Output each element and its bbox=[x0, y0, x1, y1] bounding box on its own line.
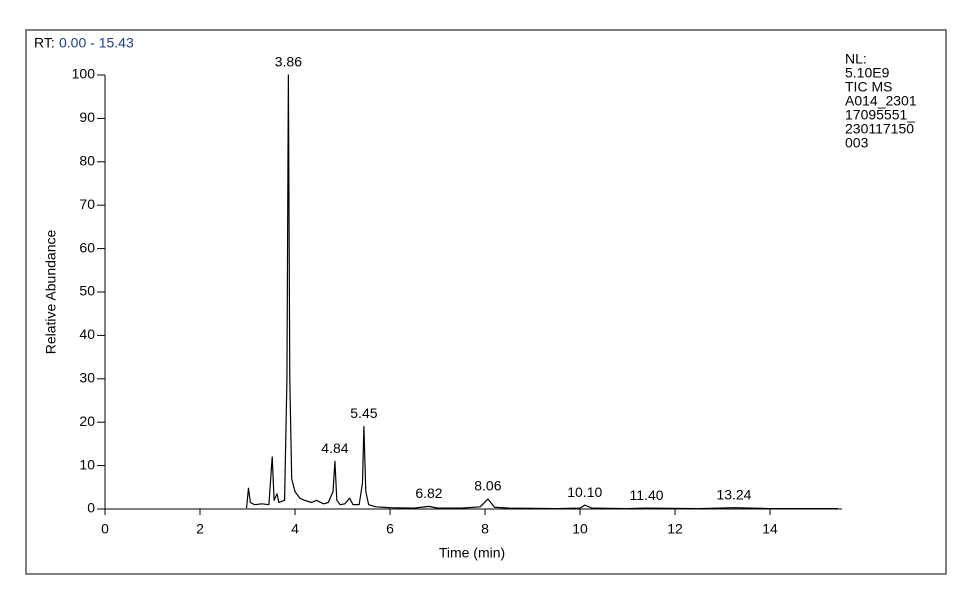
info-line: TIC MS bbox=[845, 79, 892, 95]
y-tick-label: 0 bbox=[87, 500, 95, 516]
x-tick-label: 0 bbox=[101, 521, 109, 537]
peak-label: 4.84 bbox=[321, 440, 348, 456]
x-tick-label: 12 bbox=[667, 521, 683, 537]
y-tick-label: 60 bbox=[79, 239, 95, 255]
info-line: 5.10E9 bbox=[845, 65, 890, 81]
peak-label: 5.45 bbox=[350, 405, 377, 421]
y-tick-label: 80 bbox=[79, 153, 95, 169]
y-tick-label: 20 bbox=[79, 413, 95, 429]
info-line: 230117150 bbox=[845, 121, 914, 137]
peak-label: 10.10 bbox=[567, 484, 602, 500]
y-tick-label: 40 bbox=[79, 326, 95, 342]
rt-label: RT: bbox=[34, 35, 55, 51]
info-line: 003 bbox=[845, 135, 869, 151]
x-axis-title: Time (min) bbox=[439, 545, 505, 561]
info-line: A014_2301 bbox=[845, 93, 917, 109]
info-line: NL: bbox=[845, 51, 867, 67]
frame bbox=[25, 29, 947, 575]
x-tick-label: 14 bbox=[762, 521, 778, 537]
x-tick-label: 10 bbox=[572, 521, 588, 537]
peak-label: 3.86 bbox=[275, 54, 302, 70]
x-tick-label: 2 bbox=[196, 521, 204, 537]
y-tick-label: 90 bbox=[79, 109, 95, 125]
y-axis-title: Relative Abundance bbox=[43, 230, 59, 355]
trace bbox=[245, 74, 838, 510]
y-tick-label: 100 bbox=[72, 66, 96, 82]
peak-label: 8.06 bbox=[474, 478, 501, 494]
y-tick-label: 50 bbox=[79, 283, 95, 299]
peak-label: 6.82 bbox=[415, 485, 442, 501]
x-tick-label: 6 bbox=[386, 521, 394, 537]
rt-range: 0.00 - 15.43 bbox=[59, 35, 134, 51]
peak-label: 13.24 bbox=[716, 486, 751, 502]
x-tick-label: 8 bbox=[481, 521, 489, 537]
y-tick-label: 30 bbox=[79, 370, 95, 386]
x-tick-label: 4 bbox=[291, 521, 299, 537]
y-tick-label: 10 bbox=[79, 456, 95, 472]
peak-label: 11.40 bbox=[630, 487, 664, 503]
info-line: 17095551_ bbox=[845, 107, 915, 123]
y-tick-label: 70 bbox=[79, 196, 95, 212]
